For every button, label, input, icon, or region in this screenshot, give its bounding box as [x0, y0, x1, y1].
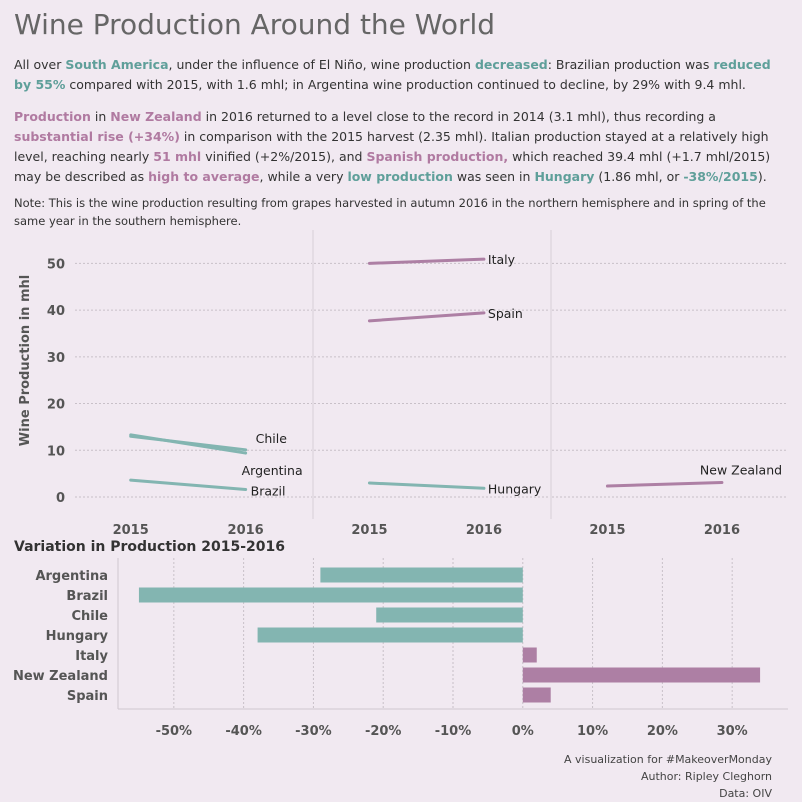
x-tick-label: 2016: [466, 523, 502, 538]
paragraph2-segment: high to average: [148, 169, 260, 184]
y-tick-label: 50: [47, 257, 65, 272]
x-tick-label: 20%: [647, 724, 678, 739]
x-tick-label: 30%: [717, 724, 748, 739]
intro-paragraph-europe-nz: Production in New Zealand in 2016 return…: [14, 107, 784, 187]
paragraph1-segment: All over: [14, 57, 66, 72]
x-tick-label: 2015: [113, 523, 149, 538]
credit-source: Data: OIV: [719, 787, 772, 800]
series-line-italy: [367, 257, 486, 265]
paragraph2-segment: which reached 39.4 mhl (+1.7 mhl/2015) m…: [14, 149, 771, 184]
x-tick-label: 10%: [577, 724, 608, 739]
x-tick-label: -30%: [295, 724, 332, 739]
paragraph2-segment: in 2016 returned to a level close to the…: [201, 109, 716, 124]
credit-makeover: A visualization for #MakeoverMonday: [564, 753, 772, 766]
paragraph2-segment: Spanish production,: [366, 149, 509, 164]
series-line-spain: [367, 311, 486, 323]
category-label: New Zealand: [13, 669, 108, 684]
y-tick-label: 20: [47, 398, 65, 413]
series-line-brazil: [129, 478, 248, 492]
paragraph1-segment: , under the influence of El Niño, wine p…: [168, 57, 475, 72]
series-label-hungary: Hungary: [488, 481, 542, 496]
y-axis-label: Wine Production in mhl: [18, 275, 33, 446]
paragraph2-segment: New Zealand: [110, 109, 202, 124]
production-line-chart: Wine Production in mhl 0 10 20 30 40 50 2015 201…: [18, 230, 788, 538]
paragraph2-segment: in: [90, 109, 111, 124]
y-tick-label: 40: [47, 304, 65, 319]
series-line-new-zealand: [605, 481, 724, 488]
series-label-italy: Italy: [488, 252, 516, 267]
paragraph2-segment: substantial rise (+34%): [14, 129, 180, 144]
series-label-spain: Spain: [488, 306, 523, 321]
paragraph1-segment: reduced by 55%: [14, 57, 771, 92]
category-label: Spain: [67, 689, 108, 704]
series-label-argentina: Argentina: [242, 463, 303, 478]
x-tick-label: 2016: [228, 523, 264, 538]
category-label: Hungary: [46, 629, 109, 644]
bar-italy: [522, 647, 537, 663]
intro-paragraph-south-america: All over South America, under the influe…: [14, 55, 784, 95]
series-label-chile: Chile: [256, 431, 288, 446]
paragraph2-segment: Production: [14, 109, 91, 124]
paragraph2-segment: ).: [757, 169, 767, 184]
x-tick-label: -20%: [365, 724, 402, 739]
series-label-new-zealand: New Zealand: [700, 463, 782, 478]
series-line-hungary: [367, 481, 486, 490]
paragraph1-segment: compared with 2015, with 1.6 mhl; in Arg…: [65, 77, 746, 92]
paragraph2-segment: was seen in: [452, 169, 535, 184]
bar-argentina: [320, 567, 523, 583]
category-label: Chile: [71, 609, 108, 624]
bar-chart-title: Variation in Production 2015-2016: [14, 539, 286, 555]
category-label: Argentina: [35, 569, 108, 584]
paragraph2-segment: in comparison with the 2015 harvest (2.3…: [14, 129, 769, 164]
paragraph2-segment: 51 mhl: [153, 149, 202, 164]
y-tick-label: 10: [47, 444, 65, 459]
x-tick-label: -40%: [225, 724, 262, 739]
chart-title: Wine Production Around the World: [14, 8, 496, 41]
paragraph2-segment: vinified (+2%/2015), and: [201, 149, 367, 164]
bar-spain: [522, 687, 551, 703]
y-tick-label: 30: [47, 351, 65, 366]
paragraph2-segment: , while a very: [259, 169, 348, 184]
bar-brazil: [138, 587, 523, 603]
paragraph2-segment: (1.86 mhl, or: [594, 169, 684, 184]
x-tick-label: 2015: [589, 523, 625, 538]
paragraph1-segment: South America: [65, 57, 169, 72]
paragraph2-segment: -38%/2015: [683, 169, 758, 184]
paragraph1-segment: : Brazilian production was: [547, 57, 714, 72]
category-label: Brazil: [66, 589, 108, 604]
bar-chile: [376, 607, 523, 623]
category-label: Italy: [75, 649, 108, 664]
credit-author: Author: Ripley Cleghorn: [640, 770, 772, 783]
x-tick-label: -50%: [156, 724, 193, 739]
x-tick-label: 2016: [704, 523, 740, 538]
variation-bar-chart: -50% -40% -30% -20% -10% 0% 10% 20% 30% Argentina…: [13, 558, 788, 739]
note-text: Note: This is the wine production result…: [14, 196, 766, 228]
y-tick-label: 0: [56, 491, 65, 506]
series-label-brazil: Brazil: [251, 484, 286, 499]
x-tick-label: 2015: [351, 523, 387, 538]
series-line-argentina: [129, 433, 248, 455]
paragraph1-segment: decreased: [474, 57, 548, 72]
bar-new-zealand: [522, 667, 761, 683]
x-tick-label: -10%: [435, 724, 472, 739]
paragraph2-segment: low production: [347, 169, 453, 184]
x-tick-label: 0%: [512, 724, 534, 739]
bar-hungary: [257, 627, 523, 643]
paragraph2-segment: Hungary: [534, 169, 595, 184]
